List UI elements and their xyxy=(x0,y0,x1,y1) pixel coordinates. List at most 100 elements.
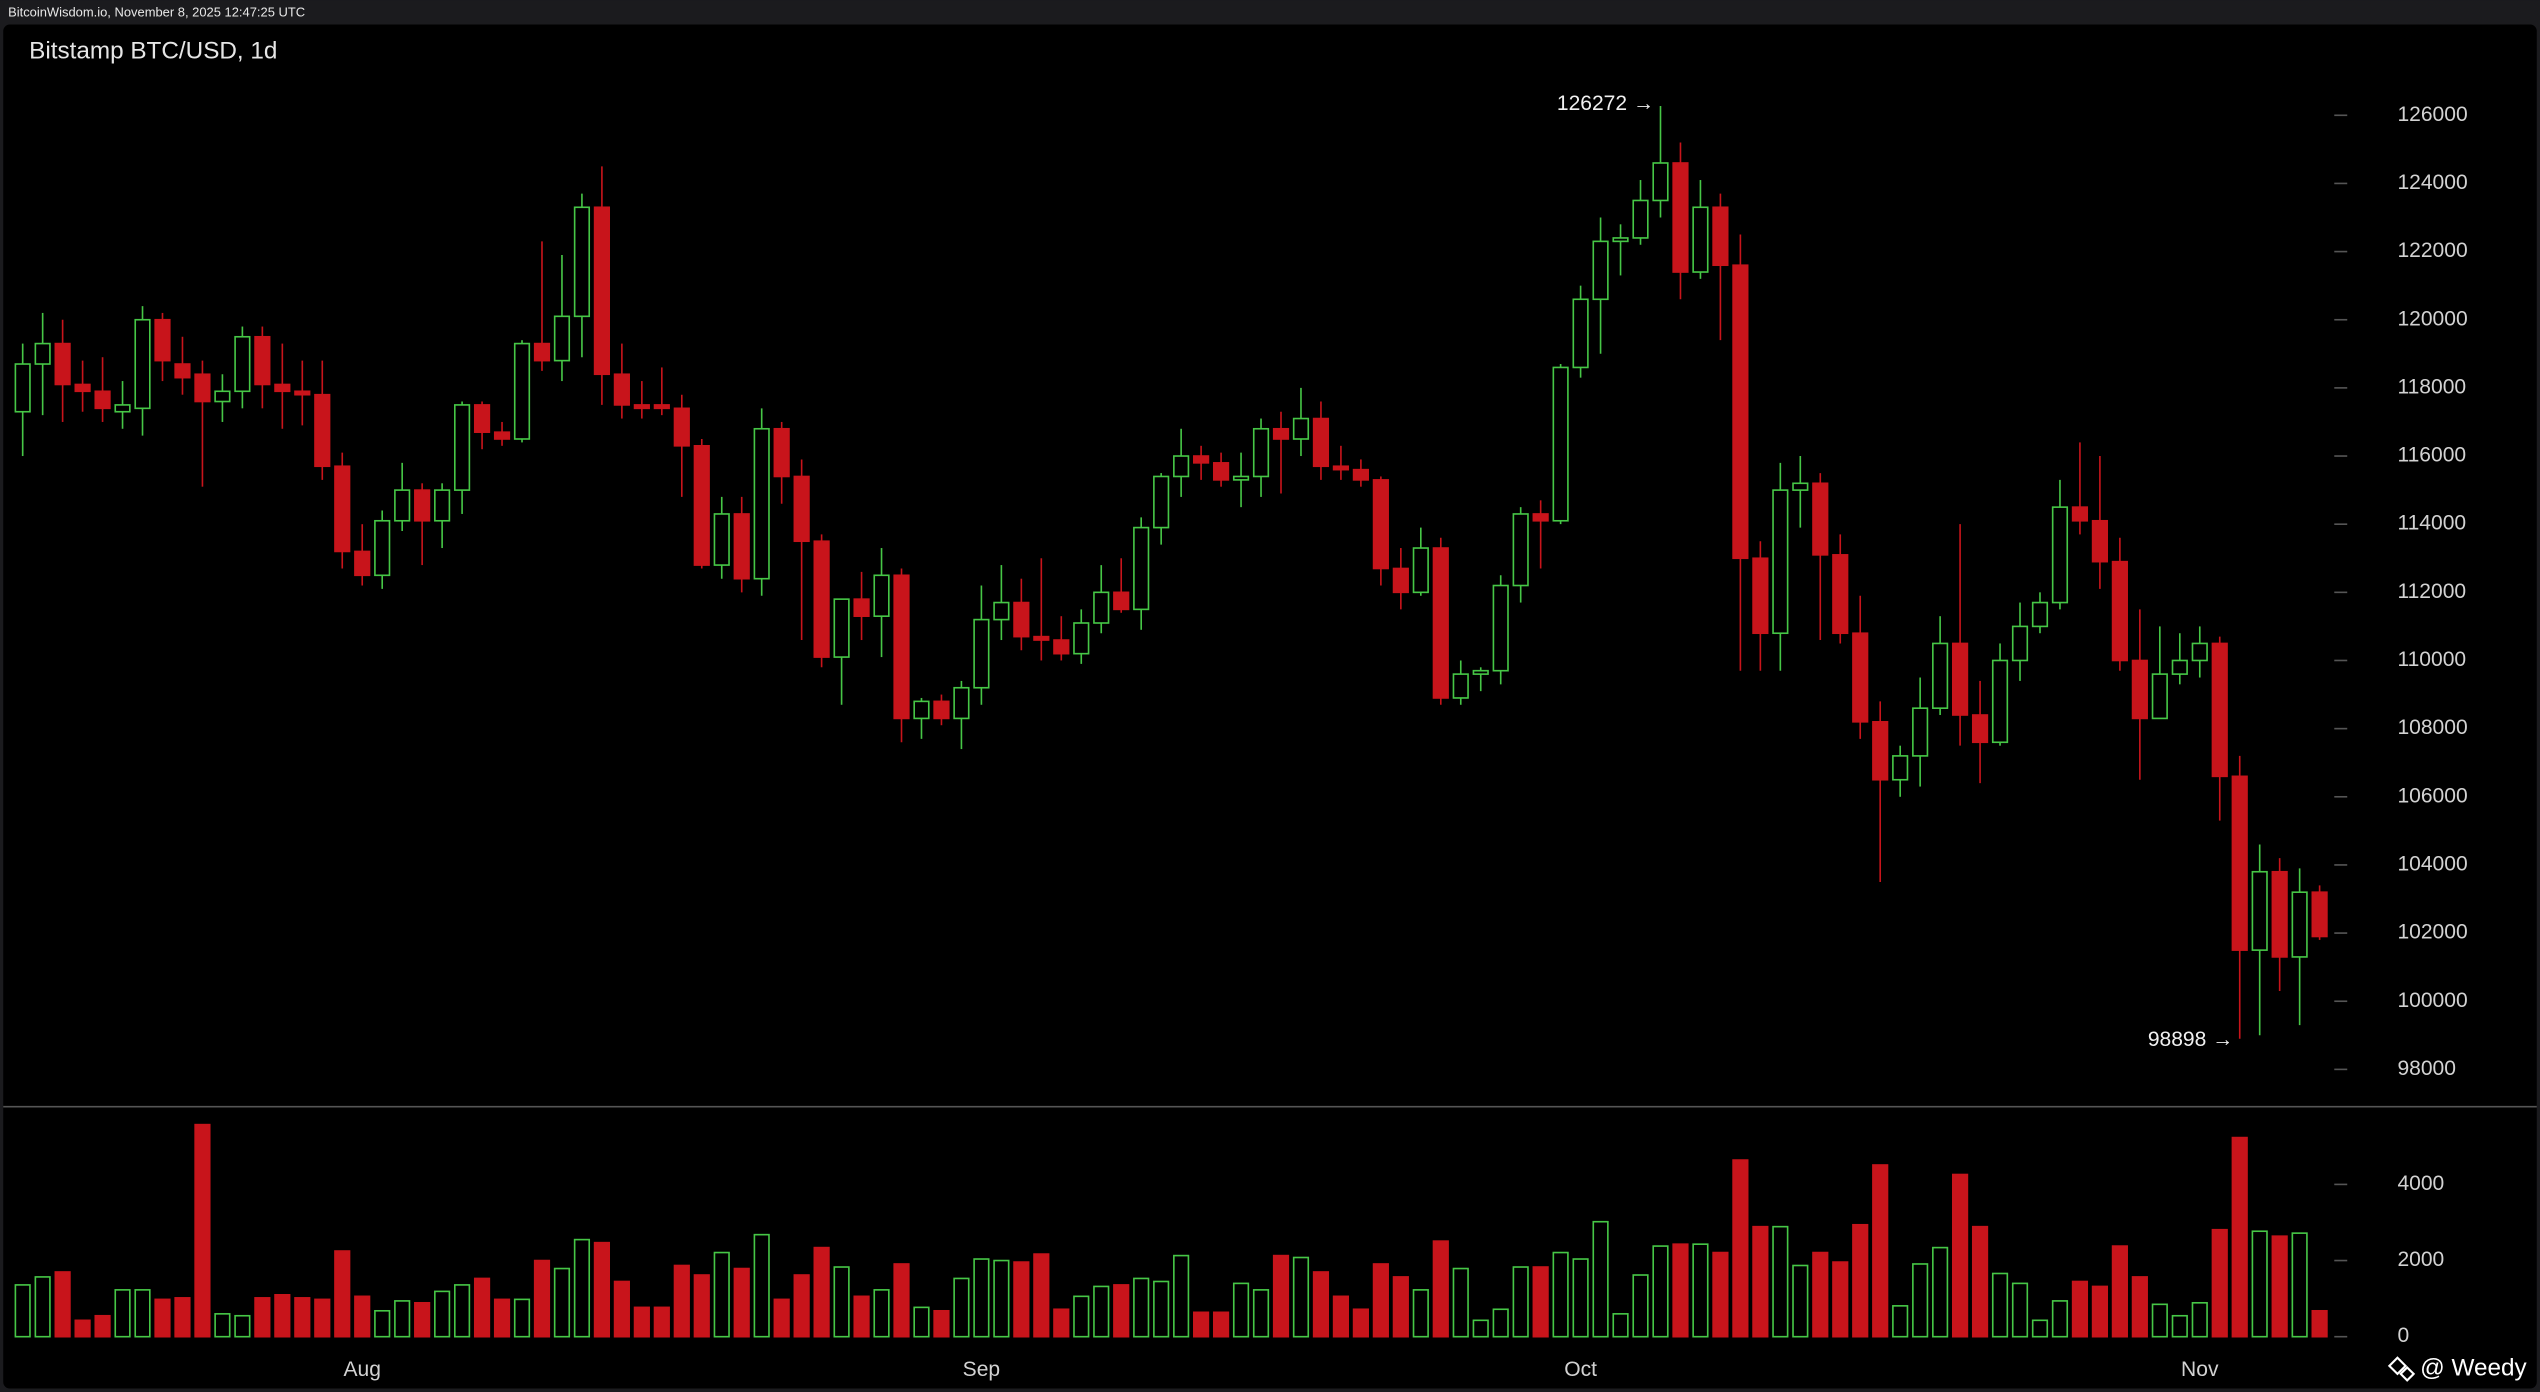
candle-body xyxy=(1732,264,1749,560)
candle-body xyxy=(1552,366,1569,522)
candle-body xyxy=(354,550,371,577)
candle-body xyxy=(1372,479,1389,570)
volume-bar xyxy=(1212,1311,1230,1338)
volume-bar xyxy=(254,1297,271,1338)
candle-body xyxy=(773,427,790,478)
volume-bar xyxy=(1352,1308,1369,1338)
volume-bar xyxy=(573,1238,591,1338)
volume-bar xyxy=(913,1306,930,1338)
candle-body xyxy=(114,404,131,413)
chart-title: Bitstamp BTC/USD, 1d xyxy=(29,38,277,65)
volume-bar xyxy=(1472,1319,1489,1338)
volume-bar xyxy=(1153,1280,1170,1338)
x-tick-label: Oct xyxy=(1564,1358,1597,1381)
candle-body xyxy=(374,519,391,577)
candle-body xyxy=(2271,870,2288,958)
volume-bar xyxy=(1492,1308,1509,1338)
candle-body xyxy=(1312,417,1330,468)
candle-body xyxy=(553,315,571,362)
volume-bar xyxy=(1872,1164,1889,1338)
candle-body xyxy=(1912,707,1929,757)
candle-body xyxy=(653,404,670,410)
candle-body xyxy=(2191,642,2208,662)
volume-bar xyxy=(1532,1266,1549,1338)
y-tick-label: 110000 xyxy=(2397,648,2466,671)
volume-bar xyxy=(234,1314,251,1338)
candle-body xyxy=(1452,673,1469,699)
y-tick-label: 112000 xyxy=(2397,580,2466,603)
volume-bar xyxy=(394,1300,411,1338)
volume-bar xyxy=(1272,1254,1290,1338)
volume-bar xyxy=(933,1309,950,1338)
volume-bar xyxy=(473,1277,491,1338)
candle-body xyxy=(813,540,830,658)
candle-body xyxy=(1292,417,1310,440)
volume-bar xyxy=(1932,1246,1949,1338)
volume-bar xyxy=(773,1298,790,1338)
candle-body xyxy=(973,618,990,689)
volume-bar xyxy=(873,1289,890,1338)
y-tick-label: 108000 xyxy=(2397,716,2467,739)
candle-body xyxy=(294,390,311,396)
volume-bar xyxy=(134,1289,151,1338)
volume-bar xyxy=(1392,1276,1409,1338)
panel xyxy=(3,24,2537,1389)
volume-bar xyxy=(114,1289,131,1338)
volume-bar xyxy=(1252,1289,1270,1338)
volume-bar xyxy=(1312,1271,1330,1338)
candle-body xyxy=(1652,162,1669,202)
volume-bar xyxy=(2271,1235,2288,1338)
candle-body xyxy=(1692,206,1709,273)
volume-bar xyxy=(973,1258,990,1338)
volume-bar xyxy=(1053,1308,1070,1338)
volume-bar xyxy=(74,1319,91,1338)
volume-bar xyxy=(314,1298,331,1338)
volume-bar xyxy=(1712,1251,1729,1338)
candle-body xyxy=(1432,547,1449,699)
volume-bar xyxy=(1792,1264,1809,1338)
volume-bar xyxy=(553,1267,571,1338)
candle-body xyxy=(1572,298,1589,369)
candle-body xyxy=(993,601,1010,621)
candle-body xyxy=(873,574,890,617)
candle-body xyxy=(733,513,750,580)
volume-bar xyxy=(513,1298,531,1338)
candle-body xyxy=(593,206,611,376)
volume-bar xyxy=(2231,1136,2248,1338)
candle-body xyxy=(2211,642,2228,778)
volume-bar xyxy=(993,1259,1010,1338)
candle-body xyxy=(2131,659,2148,720)
volume-bar xyxy=(1612,1313,1629,1338)
candle-body xyxy=(2031,601,2049,628)
volume-bar xyxy=(2071,1280,2089,1338)
candle-body xyxy=(1352,468,1369,481)
volume-bar xyxy=(1572,1258,1589,1338)
candle-body xyxy=(1332,465,1350,471)
candle-body xyxy=(893,574,910,720)
volume-bar xyxy=(1892,1305,1909,1338)
price-annotation: 98898 → xyxy=(2148,1028,2233,1051)
candle-body xyxy=(1412,547,1429,594)
candle-body xyxy=(214,390,231,403)
y-tick-label: 124000 xyxy=(2397,171,2467,194)
volume-bar xyxy=(1432,1240,1449,1338)
candle-body xyxy=(434,489,451,522)
candle-body xyxy=(2151,673,2168,720)
volume-bar xyxy=(34,1276,51,1338)
volume-bar xyxy=(2251,1230,2268,1338)
candle-body xyxy=(1133,526,1150,611)
y-tick-label: 100000 xyxy=(2397,989,2467,1012)
y-tick-label: 118000 xyxy=(2397,375,2466,398)
volume-bar xyxy=(833,1266,850,1338)
candle-body xyxy=(853,598,870,617)
y-tick-label: 126000 xyxy=(2397,103,2467,126)
x-tick-label: Nov xyxy=(2181,1358,2219,1381)
candle-body xyxy=(953,686,970,720)
candle-body xyxy=(753,427,770,580)
volume-bar xyxy=(593,1241,611,1338)
candle-body xyxy=(1033,635,1050,641)
volume-bar xyxy=(214,1313,231,1338)
volume-bar xyxy=(633,1306,650,1338)
volume-bar xyxy=(2291,1232,2308,1338)
volume-bar xyxy=(2171,1314,2188,1338)
